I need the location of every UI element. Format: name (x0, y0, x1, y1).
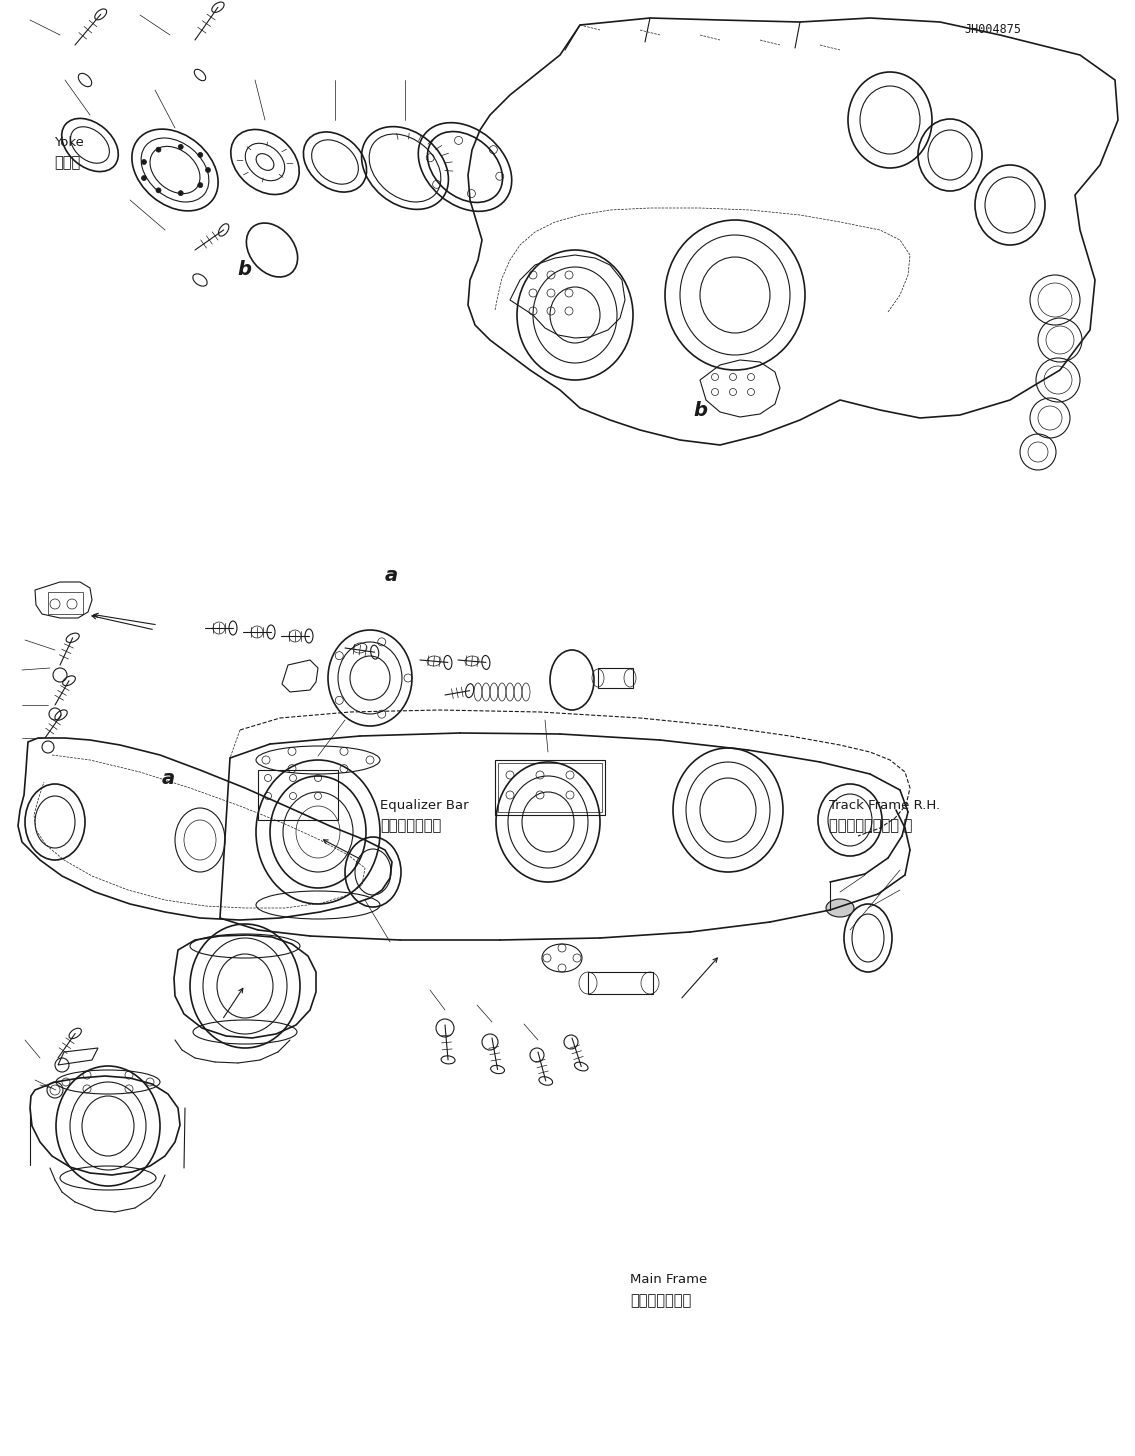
Text: a: a (385, 565, 398, 585)
Circle shape (197, 153, 203, 157)
Text: b: b (693, 400, 707, 421)
Circle shape (155, 147, 161, 151)
Bar (48, 593, 83, 614)
Circle shape (178, 144, 183, 150)
Circle shape (142, 176, 146, 181)
Bar (495, 760, 605, 815)
Text: ヨーク: ヨーク (54, 156, 81, 170)
Text: Equalizer Bar: Equalizer Bar (380, 799, 469, 811)
Bar (258, 770, 338, 820)
Bar (588, 973, 653, 994)
Text: メインフレーム: メインフレーム (630, 1293, 691, 1307)
Text: トラックフレーム 右: トラックフレーム 右 (829, 818, 911, 833)
Circle shape (205, 167, 210, 172)
Bar (598, 668, 633, 689)
Ellipse shape (826, 898, 854, 917)
Text: a: a (161, 769, 175, 789)
Text: Track Frame R.H.: Track Frame R.H. (829, 799, 940, 811)
Circle shape (197, 182, 203, 188)
Text: Main Frame: Main Frame (630, 1274, 707, 1286)
Circle shape (178, 191, 183, 195)
Text: b: b (237, 259, 251, 280)
Circle shape (142, 160, 146, 165)
Circle shape (155, 188, 161, 192)
Text: Yoke: Yoke (54, 137, 84, 149)
Text: イコライザバー: イコライザバー (380, 818, 442, 833)
Text: JH004875: JH004875 (965, 23, 1022, 35)
Bar (498, 763, 602, 812)
